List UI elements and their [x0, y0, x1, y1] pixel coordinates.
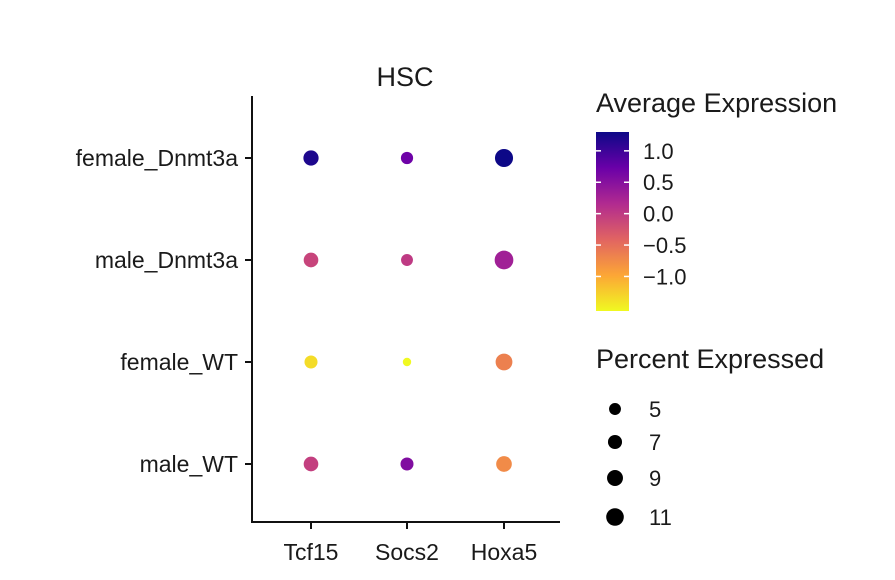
size-legend-title: Percent Expressed [596, 344, 824, 374]
y-tick-label: male_Dnmt3a [95, 247, 238, 273]
dot-female_Dnmt3a-Tcf15 [303, 150, 319, 166]
color-legend-label: 0.5 [643, 170, 674, 195]
dot-female_Dnmt3a-Socs2 [400, 151, 414, 165]
dot-female_WT-Hoxa5 [495, 353, 513, 371]
y-tick-label: male_WT [140, 451, 238, 477]
color-legend-label: −0.5 [643, 233, 686, 258]
x-tick-label: Tcf15 [284, 539, 339, 565]
x-tick-label: Socs2 [375, 539, 439, 565]
dot-male_WT-Hoxa5 [496, 456, 512, 472]
y-tick-label: female_Dnmt3a [76, 145, 239, 171]
plot-area: female_Dnmt3a male_Dnmt3a female_WT male_WT… [76, 96, 560, 565]
chart-title: HSC [376, 62, 433, 92]
color-legend-label: −1.0 [643, 264, 686, 289]
color-legend: Average Expression 1.0 0.5 0.0 −0.5 −1.0 [596, 88, 837, 311]
dot-female_Dnmt3a-Hoxa5 [494, 148, 514, 168]
size-legend-dot [609, 403, 621, 415]
size-legend-label: 11 [649, 505, 672, 530]
dot-male_WT-Tcf15 [303, 456, 319, 472]
dot-male_WT-Socs2 [400, 457, 414, 471]
color-legend-bar [596, 132, 629, 311]
size-legend-label: 7 [649, 430, 661, 455]
size-legend-label: 9 [649, 466, 661, 491]
size-legend-dot [606, 508, 624, 526]
dot-male_Dnmt3a-Tcf15 [303, 252, 319, 268]
dot-female_WT-Tcf15 [304, 355, 318, 369]
color-legend-label: 1.0 [643, 139, 674, 164]
size-legend-label: 5 [649, 397, 661, 422]
dot-male_Dnmt3a-Socs2 [401, 254, 413, 266]
dot-female_WT-Socs2 [402, 357, 412, 367]
dot-male_Dnmt3a-Hoxa5 [494, 250, 514, 270]
color-legend-title: Average Expression [596, 88, 837, 118]
size-legend-dot [607, 470, 623, 486]
color-legend-label: 0.0 [643, 202, 674, 227]
size-legend: Percent Expressed 5 7 9 11 [596, 344, 824, 530]
size-legend-dot [607, 434, 623, 450]
x-tick-label: Hoxa5 [471, 539, 537, 565]
y-tick-label: female_WT [120, 349, 238, 375]
